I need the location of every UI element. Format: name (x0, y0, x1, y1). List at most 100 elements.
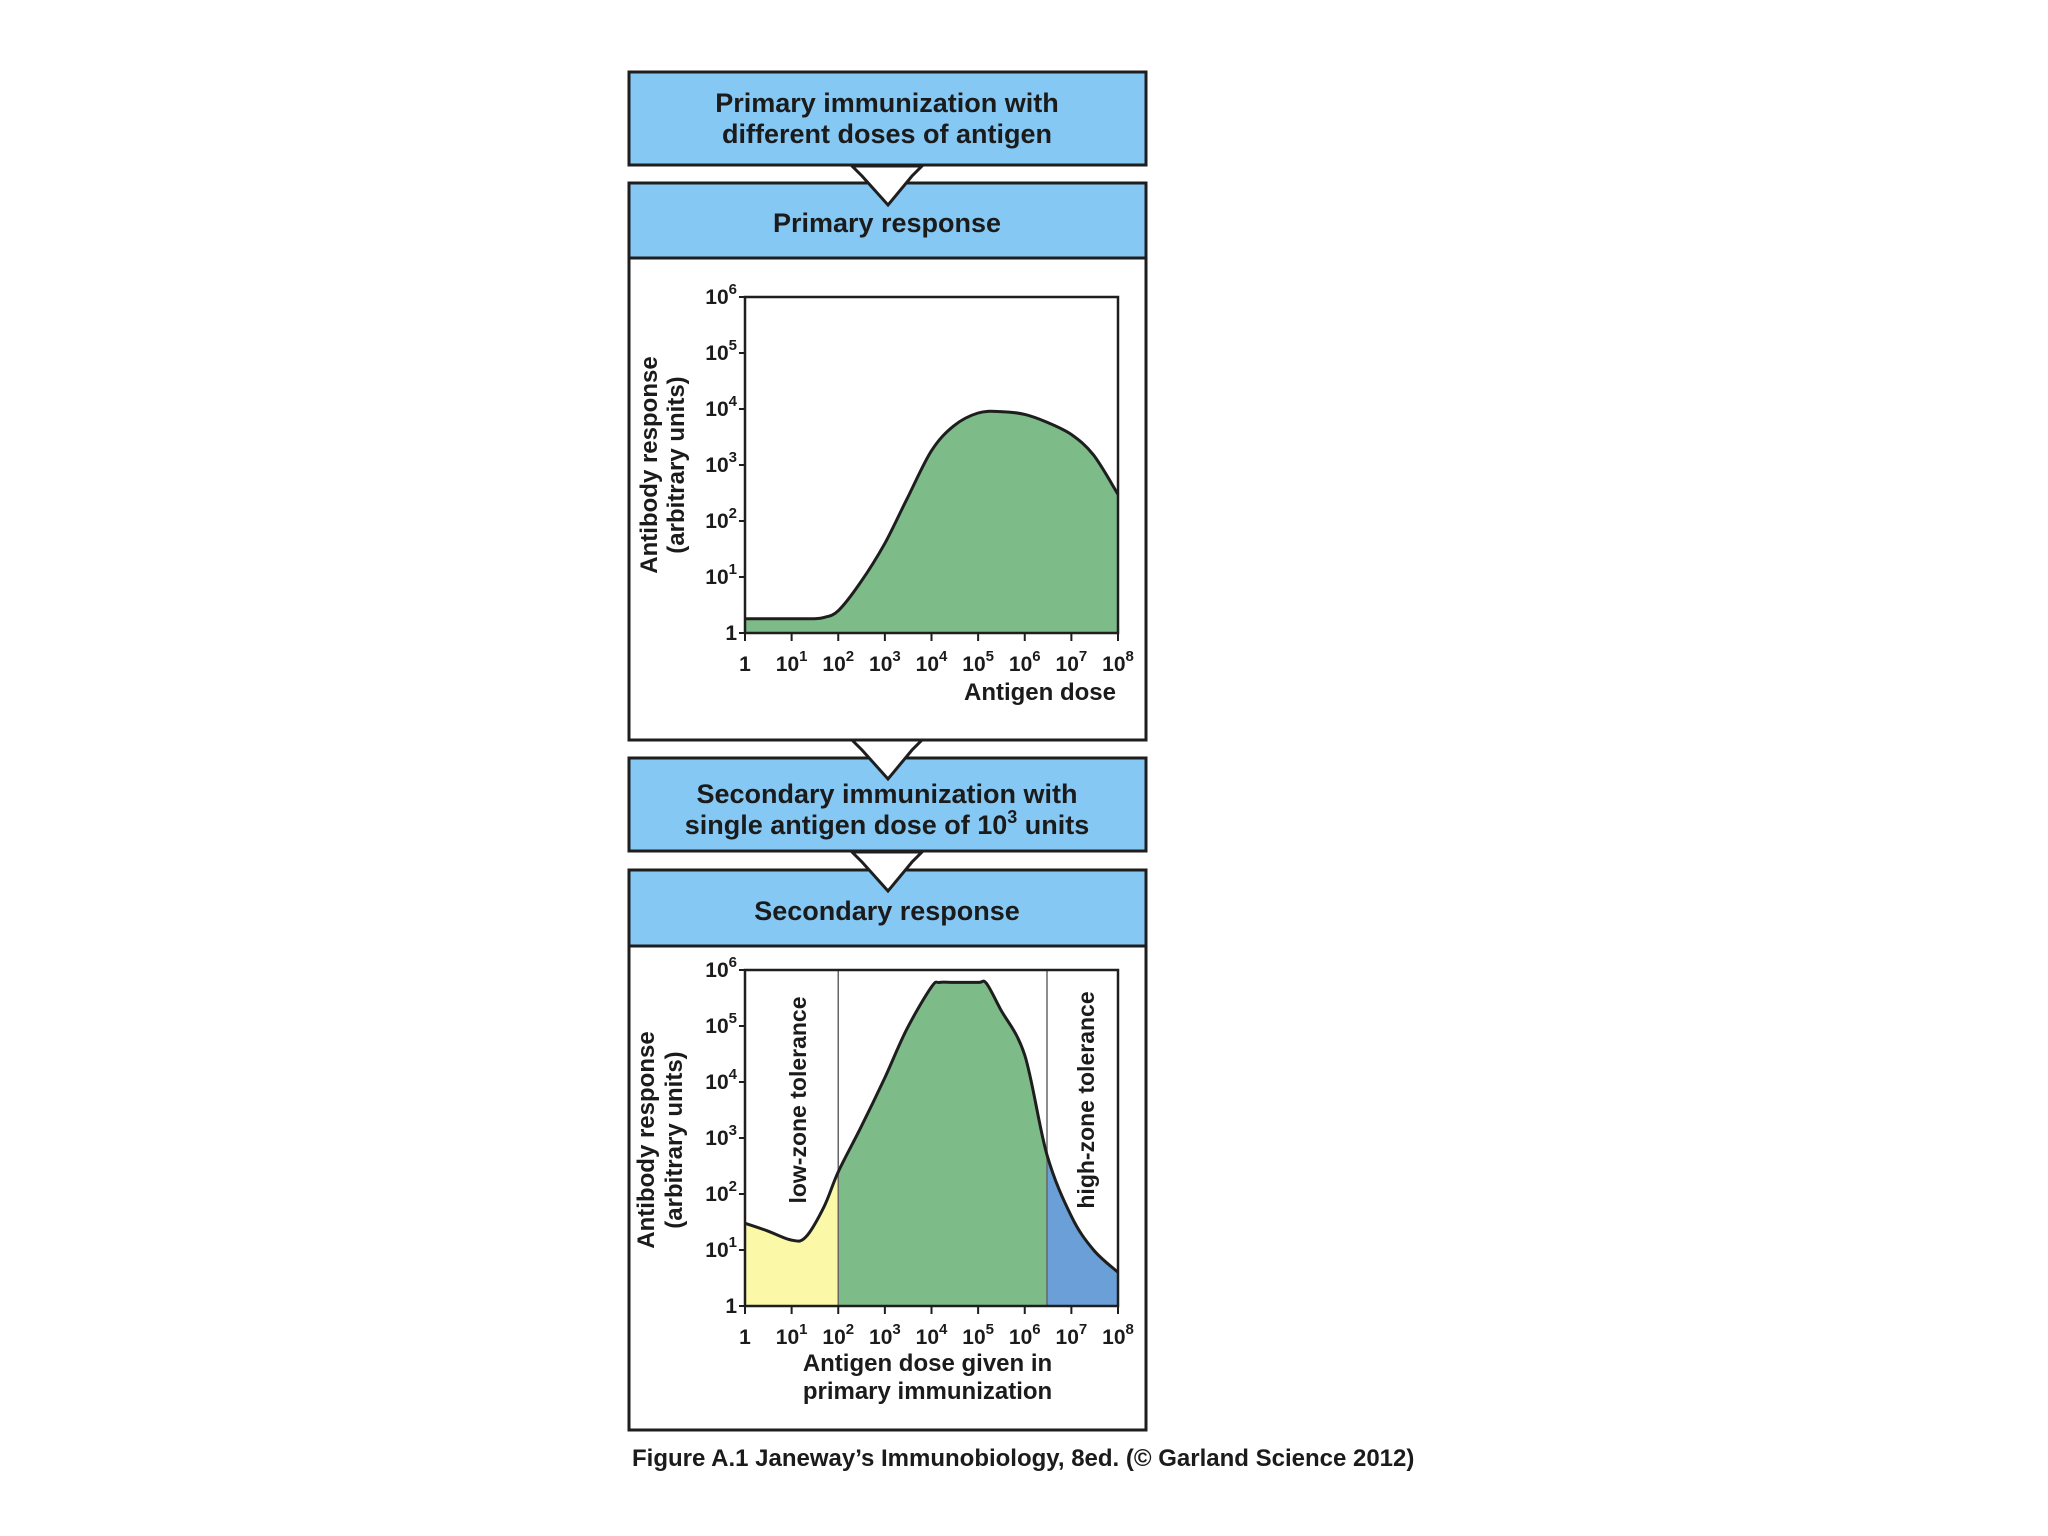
x-axis-title: Antigen dose given in (803, 1350, 1052, 1377)
y-tick-label: 101 (705, 561, 737, 589)
y-axis-title: (arbitrary units) (661, 1051, 688, 1228)
y-axis-title: (arbitrary units) (663, 376, 690, 553)
x-tick-exponent: 6 (1032, 648, 1040, 665)
y-tick-exponent: 4 (729, 393, 738, 410)
x-axis-title: Antigen dose (964, 679, 1116, 706)
x-tick-base: 10 (916, 1326, 939, 1349)
y-tick-base: 1 (725, 622, 737, 645)
y-tick-exponent: 1 (729, 1234, 737, 1251)
y-tick-label: 104 (705, 393, 737, 421)
y-tick-exponent: 5 (729, 1010, 737, 1027)
response-area (745, 411, 1118, 633)
x-tick-exponent: 5 (986, 1321, 994, 1338)
x-tick-label: 102 (822, 648, 854, 676)
response-curve (744, 979, 1120, 1274)
x-tick-base: 10 (869, 1326, 892, 1349)
x-tick-exponent: 3 (892, 648, 900, 665)
zone-label: high-zone tolerance (1073, 991, 1099, 1208)
x-tick-label: 108 (1102, 648, 1134, 676)
y-tick-label: 1 (725, 1295, 737, 1318)
x-tick-base: 10 (1009, 653, 1032, 676)
x-tick-exponent: 7 (1079, 1321, 1087, 1338)
y-tick-exponent: 3 (729, 1122, 737, 1139)
x-tick-base: 10 (916, 653, 939, 676)
y-tick-base: 10 (705, 286, 728, 309)
y-tick-exponent: 6 (729, 281, 737, 298)
x-tick-exponent: 4 (939, 648, 948, 665)
y-tick-base: 10 (705, 398, 728, 421)
x-tick-exponent: 7 (1079, 648, 1087, 665)
x-tick-exponent: 2 (846, 1321, 854, 1338)
x-tick-base: 10 (776, 1326, 799, 1349)
x-tick-label: 1 (739, 1326, 751, 1349)
x-tick-label: 101 (776, 648, 808, 676)
x-tick-label: 105 (962, 648, 994, 676)
x-tick-label: 101 (776, 1321, 808, 1349)
y-tick-base: 10 (705, 342, 728, 365)
down-arrow-icon (848, 850, 926, 894)
x-tick-base: 10 (776, 653, 799, 676)
x-tick-base: 10 (1102, 1326, 1125, 1349)
figure-caption: Figure A.1 Janeway’s Immunobiology, 8ed.… (632, 1445, 1414, 1472)
y-tick-label: 102 (705, 1178, 737, 1206)
x-tick-base: 10 (1056, 1326, 1079, 1349)
secondary-immunization-dose-exponent: 3 (1007, 807, 1017, 827)
x-tick-label: 103 (869, 1321, 901, 1349)
x-tick-base: 10 (1102, 653, 1125, 676)
y-tick-label: 104 (705, 1066, 737, 1094)
x-tick-base: 10 (869, 653, 892, 676)
y-tick-base: 10 (705, 959, 728, 982)
y-tick-base: 10 (705, 510, 728, 533)
secondary-immunization-line-1: Secondary immunization with (696, 779, 1077, 809)
secondary-immunization-dose-suffix: units (1017, 810, 1089, 840)
y-tick-exponent: 2 (729, 505, 737, 522)
y-tick-base: 10 (705, 1071, 728, 1094)
x-tick-base: 10 (1009, 1326, 1032, 1349)
y-tick-label: 1 (725, 622, 737, 645)
x-tick-base: 10 (962, 653, 985, 676)
primary-immunization-line-2: different doses of antigen (722, 119, 1052, 149)
x-tick-exponent: 3 (892, 1321, 900, 1338)
down-arrow-icon (848, 164, 926, 208)
x-tick-label: 102 (822, 1321, 854, 1349)
x-tick-base: 10 (962, 1326, 985, 1349)
y-tick-base: 10 (705, 1015, 728, 1038)
x-tick-label: 104 (916, 648, 948, 676)
primary-response-title: Primary response (773, 208, 1001, 238)
y-tick-label: 106 (705, 954, 737, 982)
primary-immunization-line-1: Primary immunization with (715, 88, 1059, 118)
x-tick-exponent: 1 (799, 648, 807, 665)
x-tick-label: 106 (1009, 1321, 1041, 1349)
zone-label: low-zone tolerance (785, 996, 811, 1203)
x-tick-label: 107 (1056, 1321, 1088, 1349)
y-tick-label: 106 (705, 281, 737, 309)
y-tick-base: 10 (705, 1127, 728, 1150)
x-tick-base: 10 (1056, 653, 1079, 676)
y-tick-label: 103 (705, 1122, 737, 1150)
y-tick-label: 102 (705, 505, 737, 533)
y-tick-exponent: 6 (729, 954, 737, 971)
y-tick-label: 105 (705, 337, 737, 365)
x-tick-label: 103 (869, 648, 901, 676)
y-tick-base: 1 (725, 1295, 737, 1318)
x-tick-exponent: 8 (1126, 648, 1134, 665)
x-tick-base: 10 (822, 653, 845, 676)
down-arrow-icon (848, 738, 926, 782)
secondary-response-title: Secondary response (754, 896, 1020, 926)
y-tick-label: 103 (705, 449, 737, 477)
x-tick-label: 106 (1009, 648, 1041, 676)
x-tick-label: 108 (1102, 1321, 1134, 1349)
x-tick-base: 1 (739, 653, 751, 676)
x-tick-exponent: 6 (1032, 1321, 1040, 1338)
x-tick-label: 107 (1056, 648, 1088, 676)
y-tick-exponent: 1 (729, 561, 737, 578)
x-tick-exponent: 5 (986, 648, 994, 665)
y-tick-exponent: 2 (729, 1178, 737, 1195)
x-tick-exponent: 4 (939, 1321, 948, 1338)
x-tick-base: 1 (739, 1326, 751, 1349)
y-tick-base: 10 (705, 1183, 728, 1206)
secondary-response-panel: Secondary response low-zone tolerance hig… (627, 868, 1148, 1432)
y-tick-base: 10 (705, 1239, 728, 1262)
